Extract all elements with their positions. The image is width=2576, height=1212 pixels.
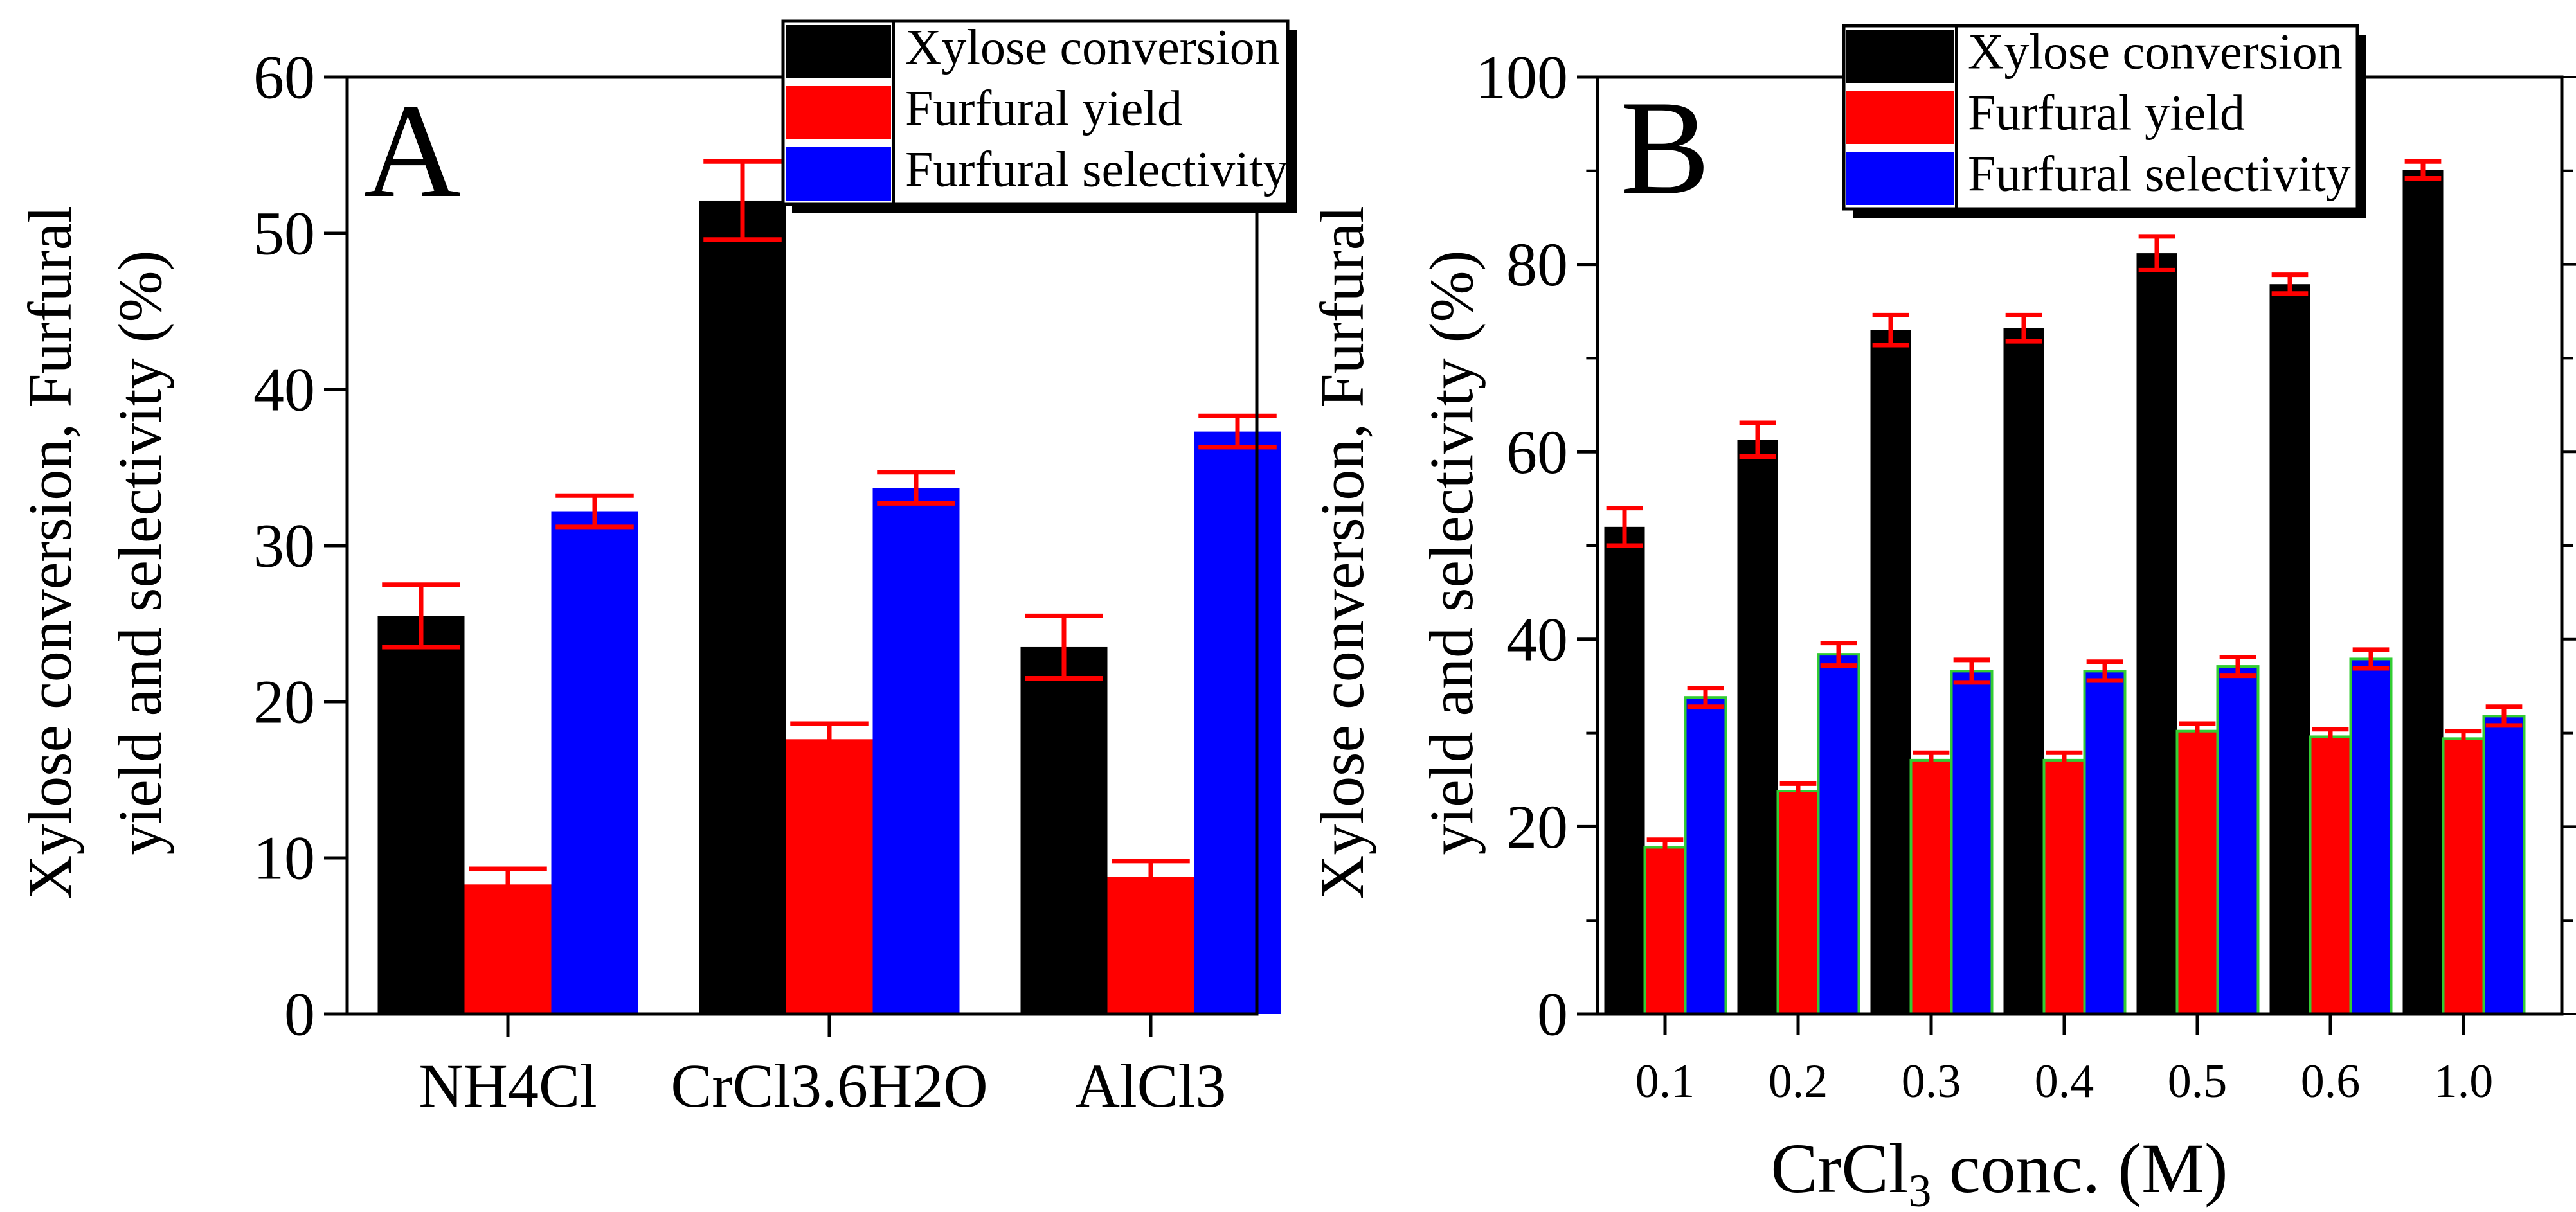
bar-b-4-2: [2216, 665, 2260, 1016]
y-axis-title-a-line2: yield and selectivity (%): [105, 250, 174, 855]
bar-a-1-1: [786, 739, 873, 1014]
bar-b-0-0: [1604, 526, 1645, 1014]
y-tick-label-b-1: 20: [1506, 792, 1568, 861]
bar-b-3-2: [2083, 670, 2127, 1015]
bar-b-4-1: [2175, 729, 2219, 1015]
legend-swatch-b-1: [1846, 91, 1954, 144]
y-axis-title-b-line2: yield and selectivity (%): [1417, 250, 1486, 855]
bar-b-6-0: [2402, 170, 2444, 1014]
x-tick-label-a-0: NH4Cl: [419, 1051, 597, 1120]
bar-b-4-0: [2136, 253, 2177, 1014]
y-tick-label-b-4: 80: [1506, 230, 1568, 299]
y-tick-label-b-5: 100: [1475, 43, 1568, 112]
bar-b-0-1: [1643, 846, 1687, 1015]
legend-swatch-b-0: [1846, 30, 1954, 83]
legend-label-a-1: Furfural yield: [905, 80, 1182, 136]
bar-a-2-0: [1020, 646, 1108, 1014]
legend-label-a-2: Furfural selectivity: [905, 141, 1288, 197]
y-axis-title-a-line1: Xylose conversion, Furfural: [15, 206, 84, 900]
x-tick-label-b-0: 0.1: [1635, 1055, 1695, 1108]
bar-a-1-0: [699, 200, 786, 1015]
bar-a-0-2: [551, 511, 638, 1014]
legend-label-a-0: Xylose conversion: [905, 19, 1280, 75]
legend-label-b-2: Furfural selectivity: [1968, 146, 2351, 202]
y-tick-label-b-2: 40: [1506, 605, 1568, 673]
y-tick-label-a-4: 40: [253, 355, 315, 424]
y-tick-label-a-3: 30: [253, 512, 315, 580]
x-axis-title-b: CrCl3 conc. (M): [1770, 1129, 2228, 1212]
panel-label-a: A: [363, 76, 461, 226]
x-tick-label-b-4: 0.5: [2168, 1055, 2228, 1108]
bar-b-2-1: [1909, 758, 1953, 1015]
bar-b-0-2: [1684, 696, 1727, 1016]
y-tick-label-a-6: 60: [253, 43, 315, 112]
panel-b: Xylose conversion, Furfural yield and se…: [1308, 24, 2576, 1212]
x-tick-label-b-2: 0.3: [1902, 1055, 1961, 1108]
bar-b-2-0: [1870, 330, 1911, 1015]
panel-a: Xylose conversion, Furfural yield and se…: [15, 19, 1297, 1120]
y-tick-label-a-5: 50: [253, 199, 315, 268]
y-tick-label-b-0: 0: [1537, 980, 1568, 1049]
bar-a-2-2: [1194, 431, 1281, 1014]
legend-label-b-0: Xylose conversion: [1968, 24, 2343, 80]
panel-label-b: B: [1620, 73, 1710, 222]
bar-b-3-0: [2003, 328, 2044, 1014]
bar-b-3-1: [2042, 758, 2086, 1015]
x-axis-title-b-subscript: 3: [1908, 1165, 1931, 1212]
x-tick-label-a-1: CrCl3.6H2O: [671, 1051, 987, 1120]
legend-label-b-1: Furfural yield: [1968, 85, 2245, 141]
bar-b-2-2: [1950, 670, 1994, 1015]
bar-b-6-1: [2442, 737, 2485, 1016]
legend-swatch-b-2: [1846, 152, 1954, 205]
legend-swatch-a-1: [786, 86, 891, 139]
y-tick-label-b-3: 60: [1506, 418, 1568, 486]
x-tick-label-b-6: 1.0: [2434, 1055, 2494, 1108]
bar-a-0-1: [464, 884, 552, 1014]
y-tick-label-a-2: 20: [253, 668, 315, 736]
x-axis-title-b-prefix: CrCl: [1770, 1129, 1908, 1208]
bar-a-2-1: [1107, 877, 1194, 1014]
legend-swatch-a-2: [786, 147, 891, 201]
bar-a-0-0: [377, 616, 465, 1014]
legend-swatch-a-0: [786, 25, 891, 78]
bar-b-1-0: [1737, 440, 1778, 1014]
bar-b-6-2: [2482, 715, 2526, 1015]
x-tick-label-b-5: 0.6: [2301, 1055, 2361, 1108]
bar-b-5-1: [2309, 735, 2352, 1015]
y-tick-label-a-0: 0: [284, 980, 315, 1049]
x-tick-label-b-1: 0.2: [1769, 1055, 1828, 1108]
bar-b-1-1: [1776, 789, 1820, 1015]
bar-a-1-2: [872, 488, 960, 1014]
x-axis-title-b-suffix: conc. (M): [1931, 1129, 2228, 1208]
bar-b-5-2: [2349, 657, 2393, 1015]
y-axis-title-b-line1: Xylose conversion, Furfural: [1308, 206, 1376, 900]
bar-b-5-0: [2269, 284, 2310, 1014]
bar-b-1-2: [1817, 653, 1860, 1015]
x-tick-label-a-2: AlCl3: [1076, 1051, 1227, 1120]
x-tick-label-b-3: 0.4: [2035, 1055, 2094, 1108]
y-tick-label-a-1: 10: [253, 824, 315, 893]
